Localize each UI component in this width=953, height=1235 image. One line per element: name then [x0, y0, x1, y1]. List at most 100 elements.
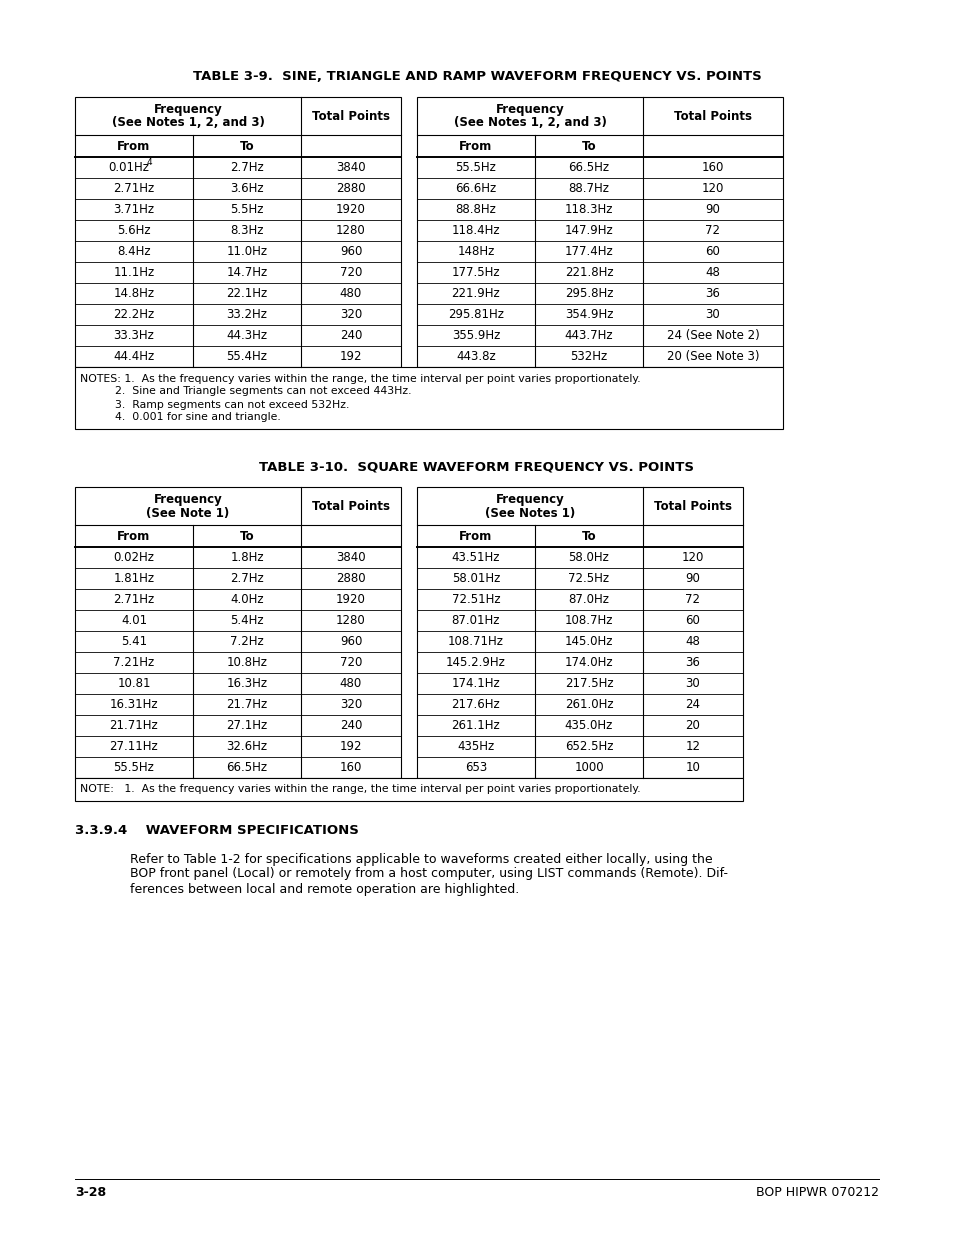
- Text: Total Points: Total Points: [312, 110, 390, 122]
- Text: 44.3Hz: 44.3Hz: [226, 329, 267, 342]
- Text: NOTES: 1.  As the frequency varies within the range, the time interval per point: NOTES: 1. As the frequency varies within…: [80, 373, 640, 384]
- Text: 12: 12: [685, 740, 700, 753]
- Text: 217.6Hz: 217.6Hz: [451, 698, 500, 711]
- Text: 16.3Hz: 16.3Hz: [226, 677, 267, 690]
- Text: 44.4Hz: 44.4Hz: [113, 350, 154, 363]
- Text: 66.6Hz: 66.6Hz: [455, 182, 497, 195]
- Bar: [75, 778, 742, 802]
- Bar: [416, 487, 742, 778]
- Text: 66.5Hz: 66.5Hz: [226, 761, 267, 774]
- Text: To: To: [239, 140, 254, 152]
- Bar: [75, 487, 400, 778]
- Text: To: To: [581, 140, 596, 152]
- Text: 88.7Hz: 88.7Hz: [568, 182, 609, 195]
- Text: 1920: 1920: [335, 203, 366, 216]
- Bar: [75, 367, 782, 429]
- Text: 20 (See Note 3): 20 (See Note 3): [666, 350, 759, 363]
- Text: 33.2Hz: 33.2Hz: [226, 308, 267, 321]
- Text: 58.01Hz: 58.01Hz: [452, 572, 499, 585]
- Text: From: From: [459, 140, 492, 152]
- Text: 27.11Hz: 27.11Hz: [110, 740, 158, 753]
- Text: 652.5Hz: 652.5Hz: [564, 740, 613, 753]
- Text: 960: 960: [339, 635, 362, 648]
- Text: 295.8Hz: 295.8Hz: [564, 287, 613, 300]
- Text: 7.21Hz: 7.21Hz: [113, 656, 154, 669]
- Text: 30: 30: [705, 308, 720, 321]
- Text: 108.71Hz: 108.71Hz: [448, 635, 503, 648]
- Text: 2.7Hz: 2.7Hz: [230, 161, 264, 174]
- Text: 48: 48: [685, 635, 700, 648]
- Text: 88.8Hz: 88.8Hz: [456, 203, 496, 216]
- Text: From: From: [117, 530, 151, 542]
- Text: 720: 720: [339, 656, 362, 669]
- Text: 20: 20: [685, 719, 700, 732]
- Text: 2.  Sine and Triangle segments can not exceed 443Hz.: 2. Sine and Triangle segments can not ex…: [80, 387, 411, 396]
- Text: 160: 160: [701, 161, 723, 174]
- Text: 5.5Hz: 5.5Hz: [230, 203, 263, 216]
- Text: 354.9Hz: 354.9Hz: [564, 308, 613, 321]
- Text: 1280: 1280: [335, 614, 366, 627]
- Text: 177.4Hz: 177.4Hz: [564, 245, 613, 258]
- Text: 22.1Hz: 22.1Hz: [226, 287, 268, 300]
- Text: 960: 960: [339, 245, 362, 258]
- Text: (See Note 1): (See Note 1): [146, 506, 230, 520]
- Text: TABLE 3-10.  SQUARE WAVEFORM FREQUENCY VS. POINTS: TABLE 3-10. SQUARE WAVEFORM FREQUENCY VS…: [259, 461, 694, 473]
- Text: 2.7Hz: 2.7Hz: [230, 572, 264, 585]
- Text: From: From: [459, 530, 492, 542]
- Text: 261.1Hz: 261.1Hz: [451, 719, 500, 732]
- Text: 653: 653: [464, 761, 487, 774]
- Text: 532Hz: 532Hz: [570, 350, 607, 363]
- Text: 145.0Hz: 145.0Hz: [564, 635, 613, 648]
- Text: 443.7Hz: 443.7Hz: [564, 329, 613, 342]
- Text: 0.01Hz: 0.01Hz: [109, 161, 150, 174]
- Text: 261.0Hz: 261.0Hz: [564, 698, 613, 711]
- Text: 118.4Hz: 118.4Hz: [451, 224, 499, 237]
- Text: 1280: 1280: [335, 224, 366, 237]
- Text: 480: 480: [339, 677, 362, 690]
- Text: 22.2Hz: 22.2Hz: [113, 308, 154, 321]
- Text: 2.71Hz: 2.71Hz: [113, 593, 154, 606]
- Text: 3840: 3840: [335, 161, 365, 174]
- Text: 72: 72: [685, 593, 700, 606]
- Text: 36: 36: [685, 656, 700, 669]
- Text: 27.1Hz: 27.1Hz: [226, 719, 268, 732]
- Text: 58.0Hz: 58.0Hz: [568, 551, 609, 564]
- Text: 66.5Hz: 66.5Hz: [568, 161, 609, 174]
- Text: 90: 90: [685, 572, 700, 585]
- Text: 1.81Hz: 1.81Hz: [113, 572, 154, 585]
- Text: 435Hz: 435Hz: [456, 740, 494, 753]
- Text: 192: 192: [339, 350, 362, 363]
- Text: 240: 240: [339, 329, 362, 342]
- Text: 443.8z: 443.8z: [456, 350, 496, 363]
- Text: 11.0Hz: 11.0Hz: [226, 245, 267, 258]
- Text: (See Notes 1, 2, and 3): (See Notes 1, 2, and 3): [453, 116, 606, 130]
- Text: 435.0Hz: 435.0Hz: [564, 719, 613, 732]
- Text: 217.5Hz: 217.5Hz: [564, 677, 613, 690]
- Text: 1920: 1920: [335, 593, 366, 606]
- Text: 177.5Hz: 177.5Hz: [451, 266, 499, 279]
- Text: Total Points: Total Points: [673, 110, 751, 122]
- Text: 221.9Hz: 221.9Hz: [451, 287, 500, 300]
- Text: 3.  Ramp segments can not exceed 532Hz.: 3. Ramp segments can not exceed 532Hz.: [80, 399, 349, 410]
- Text: 8.4Hz: 8.4Hz: [117, 245, 151, 258]
- Text: 221.8Hz: 221.8Hz: [564, 266, 613, 279]
- Text: 72.51Hz: 72.51Hz: [451, 593, 499, 606]
- Text: (See Notes 1, 2, and 3): (See Notes 1, 2, and 3): [112, 116, 264, 130]
- Text: 145.2.9Hz: 145.2.9Hz: [446, 656, 505, 669]
- Bar: [75, 98, 400, 367]
- Text: 295.81Hz: 295.81Hz: [448, 308, 503, 321]
- Text: From: From: [117, 140, 151, 152]
- Text: 24: 24: [685, 698, 700, 711]
- Text: 36: 36: [705, 287, 720, 300]
- Text: 2880: 2880: [335, 182, 365, 195]
- Text: 5.4Hz: 5.4Hz: [230, 614, 264, 627]
- Text: 24 (See Note 2): 24 (See Note 2): [666, 329, 759, 342]
- Text: 10: 10: [685, 761, 700, 774]
- Text: 4.01: 4.01: [121, 614, 147, 627]
- Text: 174.0Hz: 174.0Hz: [564, 656, 613, 669]
- Text: 108.7Hz: 108.7Hz: [564, 614, 613, 627]
- Text: 87.0Hz: 87.0Hz: [568, 593, 609, 606]
- Text: 148Hz: 148Hz: [456, 245, 495, 258]
- Text: 7.2Hz: 7.2Hz: [230, 635, 264, 648]
- Text: 8.3Hz: 8.3Hz: [230, 224, 263, 237]
